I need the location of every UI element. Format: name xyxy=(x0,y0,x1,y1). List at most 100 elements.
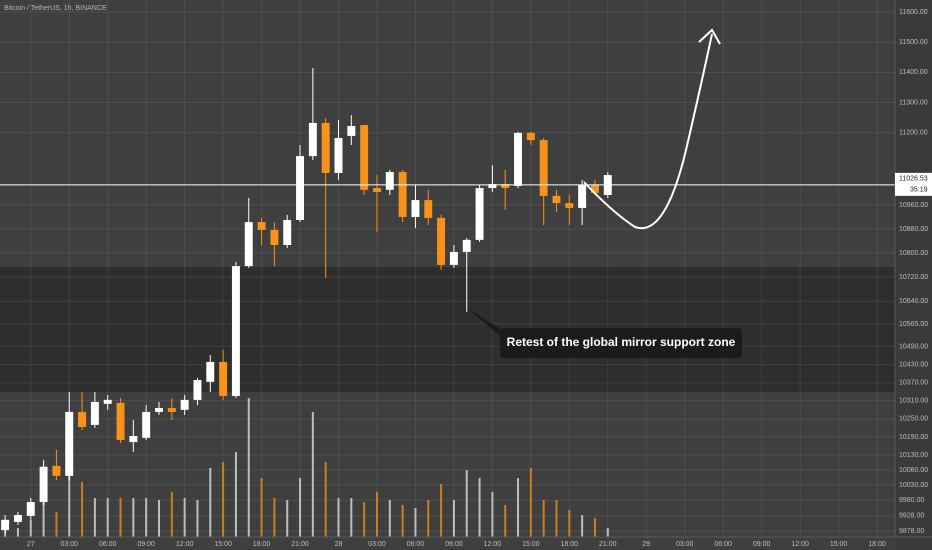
volume-bar xyxy=(4,530,7,537)
chart-title: Bitcoin / TetherUS, 1h, BINANCE xyxy=(4,5,107,12)
candle-body xyxy=(539,140,548,196)
x-tick-label: 18:00 xyxy=(253,541,271,548)
candle-body xyxy=(155,408,163,412)
volume-bar xyxy=(222,462,225,537)
support-zone xyxy=(0,266,895,393)
candle-body xyxy=(411,200,420,217)
candle-body xyxy=(578,185,587,208)
price-axis-panel xyxy=(895,0,932,550)
x-tick-label: 12:00 xyxy=(484,541,502,548)
volume-bar xyxy=(606,528,609,537)
x-tick-label: 09:00 xyxy=(137,541,155,548)
candle-body xyxy=(488,184,497,189)
x-tick-label: 27 xyxy=(27,541,35,548)
x-tick-label: 18:00 xyxy=(868,541,886,548)
volume-bar xyxy=(517,478,520,537)
candle-body xyxy=(142,411,151,438)
volume-bar xyxy=(542,500,545,537)
candle-body xyxy=(231,266,240,396)
y-tick-label: 10880.00 xyxy=(899,226,928,233)
projection-arrowhead xyxy=(698,28,721,45)
x-tick-label: 29 xyxy=(642,541,650,548)
y-tick-label: 9878.00 xyxy=(899,528,924,535)
volume-bar xyxy=(170,492,173,537)
candle-body xyxy=(552,195,561,204)
y-tick-label: 10640.00 xyxy=(899,298,928,305)
x-tick-label: 03:00 xyxy=(60,541,78,548)
candle-body xyxy=(385,172,394,190)
volume-bar xyxy=(375,492,378,537)
x-tick-label: 15:00 xyxy=(522,541,540,548)
y-tick-label: 10490.00 xyxy=(899,343,928,350)
x-tick-label: 15:00 xyxy=(214,541,232,548)
candle-body xyxy=(180,399,189,410)
candle-body xyxy=(308,122,317,157)
candle-body xyxy=(590,185,599,193)
candle-body xyxy=(270,229,279,245)
annotation: Retest of the global mirror support zone xyxy=(507,335,736,349)
volume-bar xyxy=(427,500,430,537)
y-tick-label: 10250.00 xyxy=(899,416,928,423)
candle-body xyxy=(103,399,112,404)
x-tick-label: 21:00 xyxy=(599,541,617,548)
candle-body xyxy=(398,172,407,217)
candle-body xyxy=(347,125,356,136)
volume-bar xyxy=(350,498,353,537)
x-tick-label: 03:00 xyxy=(676,541,694,548)
y-tick-label: 10720.00 xyxy=(899,274,928,281)
volume-bar xyxy=(299,478,302,537)
candle-body xyxy=(475,188,484,240)
volume-bar xyxy=(68,470,71,537)
countdown-label: 35:19 xyxy=(910,187,928,194)
volume-bar xyxy=(337,498,340,537)
candle-body xyxy=(334,138,343,173)
y-tick-label: 9928.00 xyxy=(899,513,924,520)
candle-body xyxy=(116,402,125,440)
candle-body xyxy=(283,219,292,245)
volume-bar xyxy=(465,470,468,537)
candle-body xyxy=(65,411,74,476)
y-tick-label: 10030.00 xyxy=(899,482,928,489)
y-tick-label: 11600.00 xyxy=(899,9,928,16)
volume-bar xyxy=(16,528,19,537)
x-tick-label: 28 xyxy=(335,541,343,548)
volume-bar xyxy=(311,412,314,537)
candle-body xyxy=(462,239,471,252)
candle-body xyxy=(129,436,138,443)
candle-body xyxy=(257,222,266,230)
candle-body xyxy=(501,184,510,189)
volume-bar xyxy=(55,512,58,537)
y-tick-label: 10960.00 xyxy=(899,202,928,209)
volume-bar xyxy=(145,498,148,537)
y-tick-label: 11400.00 xyxy=(899,69,928,76)
projection-arrow xyxy=(583,33,713,230)
y-tick-label: 10370.00 xyxy=(899,380,928,387)
candle-body xyxy=(424,200,433,218)
volume-bar xyxy=(286,500,289,537)
y-tick-label: 9980.00 xyxy=(899,497,924,504)
candle-body xyxy=(244,222,253,267)
candle-body xyxy=(52,465,61,476)
volume-bar xyxy=(593,518,596,537)
candle-body xyxy=(78,411,87,428)
callout-box xyxy=(500,328,742,358)
volume-bar xyxy=(529,468,532,537)
volume-bar xyxy=(93,498,96,537)
candle-body xyxy=(206,361,215,382)
x-tick-label: 09:00 xyxy=(445,541,463,548)
y-tick-label: 10310.00 xyxy=(899,398,928,405)
x-tick-label: 21:00 xyxy=(291,541,309,548)
candle-body xyxy=(13,515,22,522)
last-price-box xyxy=(895,172,932,196)
volume-bar xyxy=(324,462,327,537)
volume-bar xyxy=(81,482,84,537)
x-tick-label: 18:00 xyxy=(561,541,579,548)
candle-body xyxy=(193,379,202,400)
x-tick-label: 15:00 xyxy=(830,541,848,548)
candle-body xyxy=(373,188,381,192)
candle-body xyxy=(39,466,48,503)
last-price-label: 11026.53 xyxy=(899,176,928,183)
y-tick-label: 11300.00 xyxy=(899,99,928,106)
volume-bar xyxy=(196,500,199,537)
